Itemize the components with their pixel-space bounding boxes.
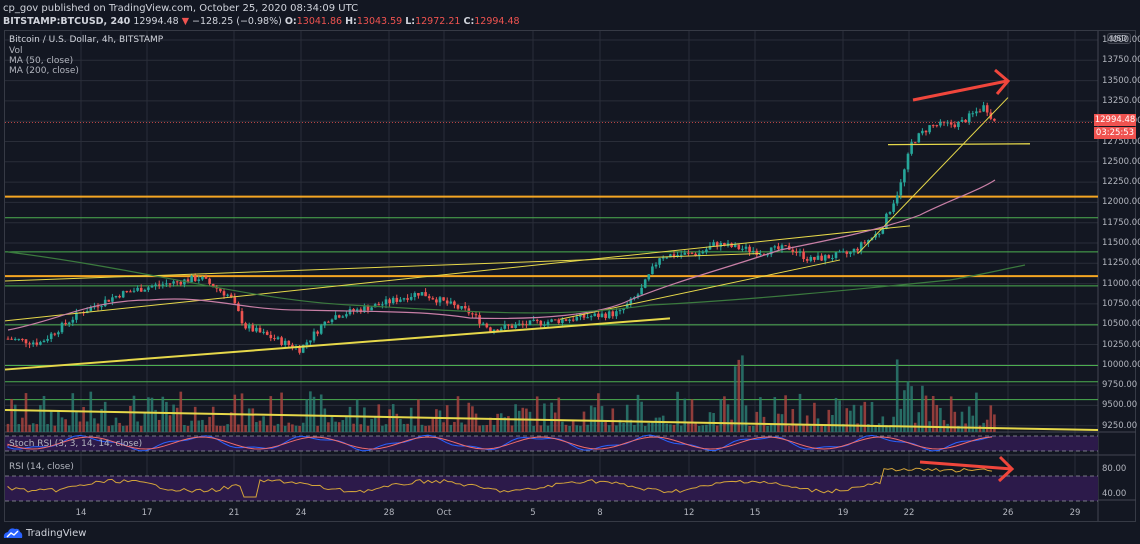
time-axis-label: 29 (1069, 508, 1081, 518)
time-axis-label: 19 (837, 508, 849, 518)
close-label: C: (463, 16, 475, 27)
price-axis-label: 13750.00 (1102, 55, 1140, 66)
time-axis-label: 26 (1002, 508, 1014, 518)
price-axis-label: 13500.00 (1102, 75, 1140, 86)
price-axis-label: 12250.00 (1102, 177, 1140, 188)
low-value: 12972.21 (415, 16, 461, 27)
brand-label: TradingView (26, 527, 87, 539)
symbol-ohlc-line: BITSTAMP:BTCUSD, 240 12994.48 ▼ −128.25 … (3, 16, 520, 27)
price-axis-label: 9250.00 (1102, 420, 1138, 431)
price-axis-label: 14000.00 (1102, 35, 1140, 45)
legend-rsi[interactable]: RSI (14, close) (9, 462, 74, 472)
legend-stoch-rsi[interactable]: Stoch RSI (3, 3, 14, 14, close) (9, 439, 143, 449)
time-axis-label: 28 (383, 508, 395, 518)
time-axis-label: 22 (903, 508, 915, 518)
price-axis-label: 13250.00 (1102, 95, 1140, 106)
open-label: O: (284, 16, 297, 27)
price-axis-label: 10000.00 (1102, 359, 1140, 370)
tradingview-logo-icon (3, 528, 23, 538)
high-label: H: (345, 16, 357, 27)
time-axis-label: 15 (749, 508, 761, 518)
price-axis-label: 9500.00 (1102, 400, 1138, 411)
time-axis-label: 24 (295, 508, 307, 518)
time-axis-label: Oct (436, 508, 452, 518)
time-axis-label: 21 (228, 508, 240, 518)
change: −128.25 (−0.98%) (192, 16, 282, 27)
price-axis-label: 12750.00 (1102, 136, 1140, 147)
high-value: 13043.59 (356, 16, 403, 27)
price-axis-label: 10250.00 (1102, 339, 1140, 350)
price-axis-label: 9750.00 (1102, 380, 1138, 391)
price-axis-label: 12500.00 (1102, 156, 1140, 167)
legend-title: Bitcoin / U.S. Dollar, 4h, BITSTAMP (9, 35, 164, 45)
price-axis-label: 10500.00 (1102, 319, 1140, 330)
rsi-axis-40: 40.00 (1102, 489, 1127, 499)
time-axis-label: 8 (597, 508, 603, 518)
symbol: BITSTAMP:BTCUSD, 240 (3, 16, 131, 27)
price-axis-label: 11000.00 (1102, 278, 1140, 289)
legend-ma50[interactable]: MA (50, close) (9, 56, 74, 66)
legend-ma200[interactable]: MA (200, close) (9, 66, 79, 76)
price-axis-label: 11250.00 (1102, 258, 1140, 269)
low-label: L: (405, 16, 416, 27)
publish-line: cp_gov published on TradingView.com, Oct… (3, 3, 359, 14)
time-axis-label: 5 (530, 508, 536, 518)
current-price-tag: 12994.48 (1094, 114, 1136, 126)
last-price: 12994.48 (133, 16, 179, 27)
change-down-icon: ▼ (181, 16, 190, 27)
price-axis-label: 10750.00 (1102, 298, 1140, 309)
price-axis-label: 12000.00 (1102, 197, 1140, 208)
rsi-axis-80: 80.00 (1102, 464, 1127, 474)
price-axis-label: 11500.00 (1102, 238, 1140, 248)
time-axis-label: 14 (75, 508, 87, 518)
time-axis-label: 17 (141, 508, 153, 518)
chart-frame[interactable] (4, 30, 1136, 522)
countdown-tag: 03:25:53 (1094, 127, 1136, 139)
price-axis-label: 11750.00 (1102, 217, 1140, 228)
currency-button[interactable]: USD (1107, 33, 1132, 44)
close-value: 12994.48 (474, 16, 520, 27)
legend-vol[interactable]: Vol (9, 46, 23, 56)
time-axis-label: 12 (683, 508, 695, 518)
footer-brand[interactable]: TradingView (3, 527, 86, 539)
open-value: 13041.86 (296, 16, 343, 27)
